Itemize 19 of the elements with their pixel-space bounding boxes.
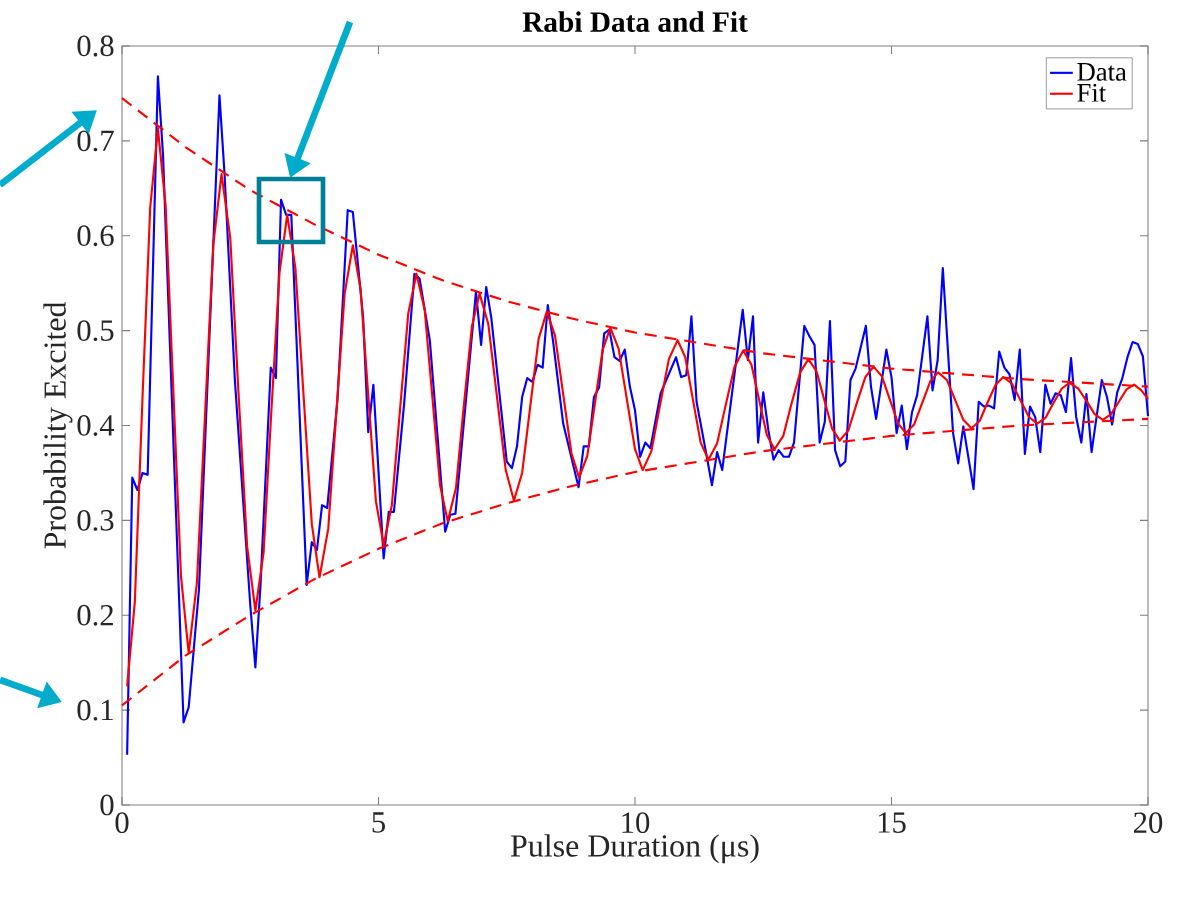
y-tick-label: 0.7 [77,130,114,152]
x-tick-label: 5 [372,812,385,833]
x-tick-label: 20 [1134,812,1163,834]
y-tick-label: 0 [100,794,114,816]
chart-title: Rabi Data and Fit [522,11,748,32]
y-tick-label: 0.3 [77,509,114,531]
x-tick-label: 0 [115,812,129,834]
x-tick-label: 10 [622,812,650,834]
y-tick-label: 0.1 [77,699,113,721]
y-tick-label: 0.6 [77,225,114,247]
y-axis-title: Probability Excited [43,301,73,549]
y-tick-label: 0.8 [77,35,114,57]
y-tick-label: 0.4 [77,415,115,436]
x-axis-title: Pulse Duration (μs) [510,834,759,864]
legend-label: Fit [1077,83,1107,102]
legend-label: Data [1077,63,1127,81]
y-tick-label: 0.5 [77,320,114,342]
y-tick-label: 0.2 [77,604,113,626]
x-tick-label: 15 [878,812,906,833]
